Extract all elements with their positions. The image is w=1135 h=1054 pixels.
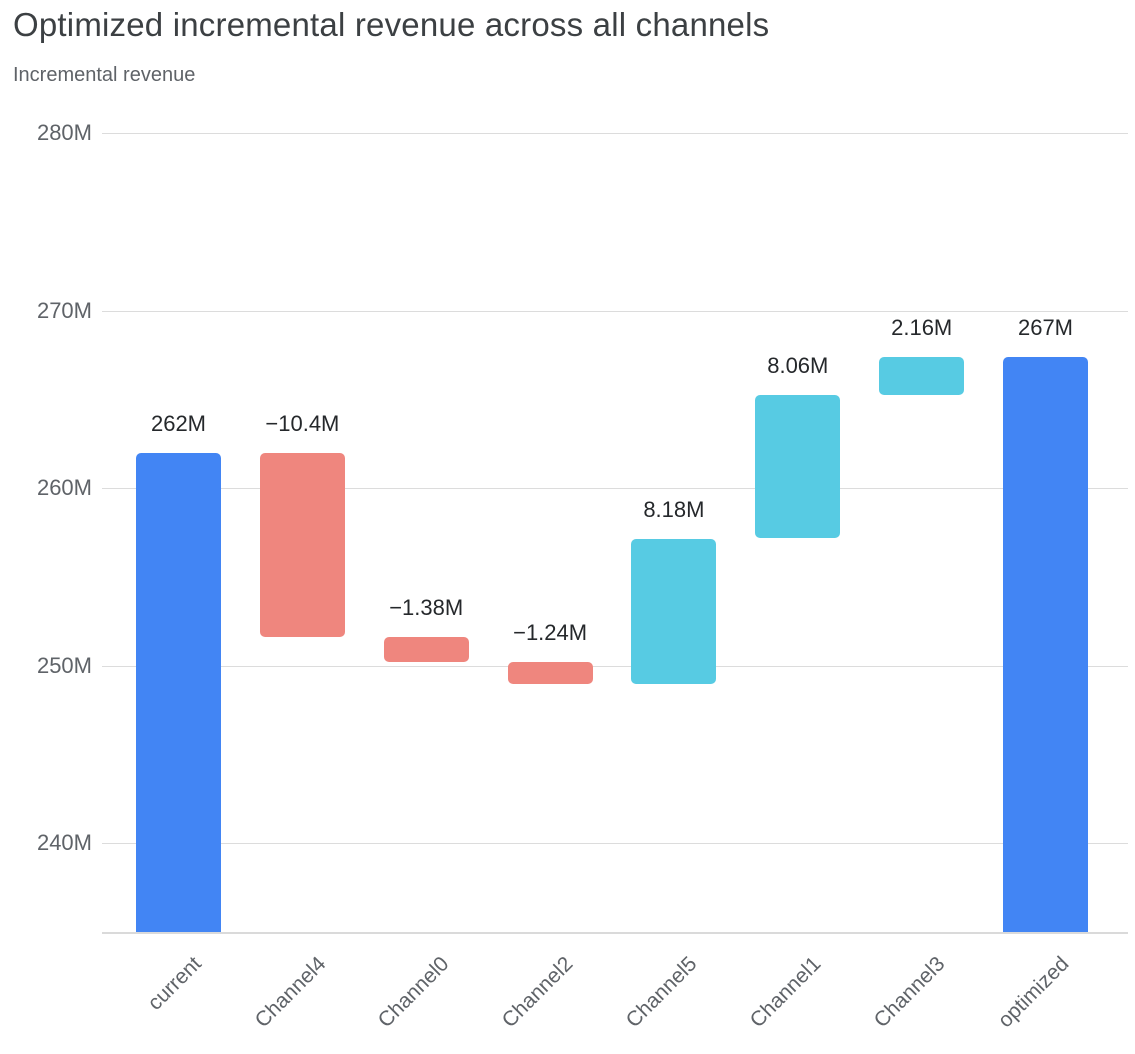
x-tick-label-Channel5: Channel5 (621, 952, 702, 1033)
grid-line-280M (102, 133, 1128, 134)
y-tick-label-250M: 250M (36, 653, 92, 678)
value-label-Channel3: 2.16M (891, 315, 953, 341)
y-tick-label-240M: 240M (36, 830, 92, 855)
value-label-Channel0: −1.38M (389, 595, 464, 621)
bar-Channel1 (755, 395, 841, 539)
bar-Channel3 (879, 357, 965, 396)
y-tick-label-280M: 280M (36, 120, 92, 145)
bar-optimized (1003, 357, 1088, 932)
value-label-Channel1: 8.06M (767, 353, 829, 379)
x-axis-line (102, 932, 1128, 934)
bar-current (136, 452, 221, 932)
value-label-Channel4: −10.4M (265, 410, 340, 436)
bar-Channel4 (259, 452, 345, 638)
y-tick-label-270M: 270M (36, 298, 92, 323)
x-tick-label-Channel4: Channel4 (250, 952, 330, 1033)
chart-title: Optimized incremental revenue across all… (13, 6, 770, 43)
x-tick-label-current: current (143, 952, 207, 1015)
value-label-Channel2: −1.24M (513, 619, 588, 645)
value-label-optimized: 267M (1017, 315, 1074, 341)
bar-Channel5 (631, 538, 717, 684)
grid-line-250M (102, 666, 1128, 667)
x-tick-label-optimized: optimized (993, 952, 1074, 1033)
bar-Channel2 (507, 661, 593, 684)
value-label-current: 262M (150, 410, 207, 436)
y-tick-label-260M: 260M (36, 475, 92, 500)
x-tick-label-Channel0: Channel0 (373, 952, 454, 1033)
bar-Channel0 (383, 637, 469, 662)
x-tick-label-Channel3: Channel3 (869, 952, 950, 1033)
y-axis-title: Incremental revenue (13, 64, 196, 86)
grid-line-260M (102, 488, 1128, 489)
x-tick-label-Channel2: Channel2 (497, 952, 578, 1033)
value-label-Channel5: 8.18M (643, 496, 705, 522)
x-tick-label-Channel1: Channel1 (745, 952, 826, 1033)
grid-line-240M (102, 843, 1128, 844)
grid-line-270M (102, 311, 1128, 312)
